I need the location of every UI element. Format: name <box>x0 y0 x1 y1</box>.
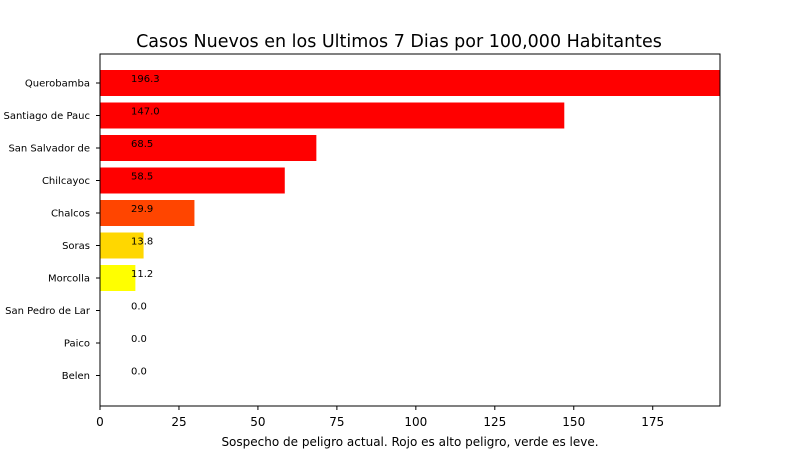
bar-value-label: 58.5 <box>131 172 153 183</box>
bar <box>100 102 565 129</box>
bar-value-label: 29.9 <box>131 204 153 215</box>
bar-value-label: 196.3 <box>131 74 160 85</box>
x-tick-label: 50 <box>250 415 265 429</box>
bar-value-label: 11.2 <box>131 269 153 280</box>
x-tick-label: 75 <box>329 415 344 429</box>
x-axis-label: Sospecho de peligro actual. Rojo es alto… <box>221 435 598 449</box>
bar <box>100 135 317 161</box>
y-tick-label: San Salvador de <box>8 144 90 155</box>
x-tick-label: 25 <box>171 415 186 429</box>
bars-group <box>100 70 720 291</box>
x-tick-label: 0 <box>96 415 104 429</box>
x-tick-label: 150 <box>562 415 585 429</box>
plot-area-frame <box>99 53 721 407</box>
bar <box>100 70 720 96</box>
bar-value-label: 0.0 <box>131 302 147 313</box>
x-tick-label: 125 <box>483 415 506 429</box>
bar <box>100 200 195 226</box>
bar <box>100 265 136 291</box>
y-tick-label: Chilcayoc <box>42 176 90 187</box>
chart-title: Casos Nuevos en los Ultimos 7 Dias por 1… <box>136 32 662 52</box>
y-tick-label: Morcolla <box>48 274 90 285</box>
bar-value-label: 147.0 <box>131 107 160 118</box>
y-axis: Querobamba Santiago de Pauc San Salvador d… <box>3 79 100 382</box>
bar-value-label: 0.0 <box>131 367 147 378</box>
x-axis: 0 25 50 75 100 125 150 175 <box>96 406 664 429</box>
y-tick-label: Paico <box>64 339 90 350</box>
y-tick-label: Soras <box>62 241 90 252</box>
x-tick-label: 175 <box>641 415 664 429</box>
y-tick-label: Chalcos <box>51 209 90 220</box>
bar-value-label: 0.0 <box>131 334 147 345</box>
bar <box>100 232 144 259</box>
y-tick-label: Belen <box>62 371 90 382</box>
y-tick-label: Querobamba <box>25 79 90 90</box>
value-labels-group: 196.3 147.0 68.5 58.5 29.9 13.8 11.2 0.0 0.0 0.0 <box>131 74 160 378</box>
bar-value-label: 68.5 <box>131 139 153 150</box>
y-tick-label: Santiago de Pauc <box>3 111 90 122</box>
x-tick-label: 100 <box>404 415 427 429</box>
y-tick-label: San Pedro de Lar <box>5 306 91 317</box>
bar-value-label: 13.8 <box>131 237 153 248</box>
bar <box>100 167 285 194</box>
